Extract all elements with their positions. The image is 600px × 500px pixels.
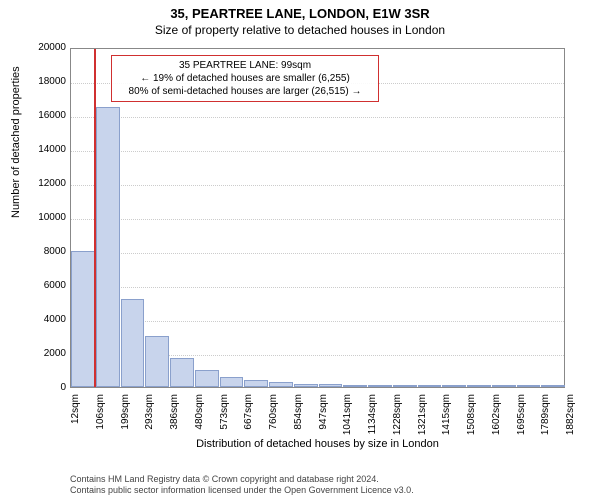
annotation-line2: ← 19% of detached houses are smaller (6,…: [118, 72, 372, 85]
footer-line1: Contains HM Land Registry data © Crown c…: [70, 474, 414, 485]
histogram-bar: [121, 299, 145, 387]
y-tick-label: 20000: [26, 42, 66, 53]
gridline: [71, 219, 564, 220]
chart-title-address: 35, PEARTREE LANE, LONDON, E1W 3SR: [0, 0, 600, 21]
histogram-bar: [195, 370, 219, 387]
histogram-bar: [492, 385, 516, 387]
y-tick-label: 2000: [26, 348, 66, 359]
gridline: [71, 117, 564, 118]
y-tick-label: 6000: [26, 280, 66, 291]
histogram-bar: [96, 107, 120, 388]
gridline: [71, 253, 564, 254]
y-tick-label: 0: [26, 382, 66, 393]
x-axis-label: Distribution of detached houses by size …: [70, 438, 565, 450]
chart-subtitle: Size of property relative to detached ho…: [0, 21, 600, 37]
y-tick-label: 14000: [26, 144, 66, 155]
histogram-bar: [517, 385, 541, 387]
histogram-bar: [294, 384, 318, 387]
y-tick-label: 8000: [26, 246, 66, 257]
histogram-bar: [319, 384, 343, 387]
histogram-bar: [220, 377, 244, 387]
x-tick-label: 1882sqm: [565, 394, 576, 454]
histogram-bar: [541, 385, 565, 387]
histogram-bar: [418, 385, 442, 387]
plot-area: 35 PEARTREE LANE: 99sqm← 19% of detached…: [70, 48, 565, 388]
gridline: [71, 151, 564, 152]
histogram-bar: [442, 385, 466, 387]
footer-attribution: Contains HM Land Registry data © Crown c…: [70, 474, 414, 497]
histogram-bar: [244, 380, 268, 387]
histogram-bar: [393, 385, 417, 387]
y-axis-label: Number of detached properties: [10, 66, 22, 218]
histogram-bar: [368, 385, 392, 387]
gridline: [71, 185, 564, 186]
gridline: [71, 321, 564, 322]
y-tick-label: 18000: [26, 76, 66, 87]
y-tick-label: 4000: [26, 314, 66, 325]
annotation-box: 35 PEARTREE LANE: 99sqm← 19% of detached…: [111, 55, 379, 102]
annotation-line1: 35 PEARTREE LANE: 99sqm: [118, 59, 372, 72]
annotation-line3: 80% of semi-detached houses are larger (…: [118, 85, 372, 98]
gridline: [71, 287, 564, 288]
histogram-bar: [467, 385, 491, 387]
y-tick-label: 10000: [26, 212, 66, 223]
histogram-bar: [269, 382, 293, 387]
y-tick-label: 12000: [26, 178, 66, 189]
histogram-bar: [71, 251, 95, 387]
property-marker-line: [94, 49, 96, 387]
histogram-bar: [145, 336, 169, 387]
chart-container: 35, PEARTREE LANE, LONDON, E1W 3SR Size …: [0, 0, 600, 500]
histogram-bar: [343, 385, 367, 387]
y-tick-label: 16000: [26, 110, 66, 121]
footer-line2: Contains public sector information licen…: [70, 485, 414, 496]
histogram-bar: [170, 358, 194, 387]
